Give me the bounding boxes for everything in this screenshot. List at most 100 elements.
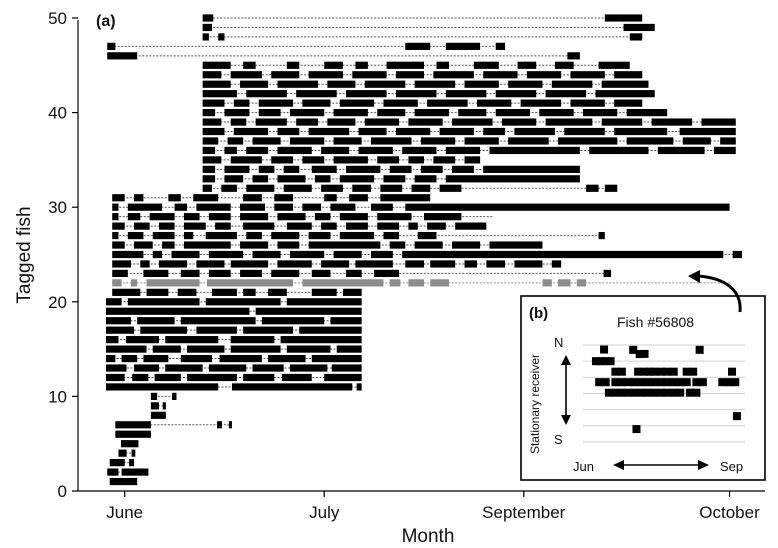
fish-row <box>202 184 618 192</box>
detection-segment <box>115 421 151 429</box>
detection-segment <box>296 118 318 126</box>
detection-segment <box>106 317 131 325</box>
detection-segment <box>183 222 206 230</box>
detection-segment <box>377 109 406 117</box>
detection-segment <box>202 14 214 22</box>
detection-segment <box>271 269 300 278</box>
detection-segment <box>389 279 401 287</box>
detection-segment <box>452 165 474 173</box>
detection-segment <box>224 165 250 173</box>
detection-segment <box>380 184 403 192</box>
detection-segment <box>324 61 343 69</box>
callout-arrowhead-icon <box>688 270 700 283</box>
panel-b-inset: (b) Fish #56808 N S Stationary receiver … <box>520 295 766 481</box>
detection-segment <box>202 80 231 88</box>
detection-segment <box>154 373 181 382</box>
detection-segment <box>489 146 580 155</box>
inset-detection-point <box>637 388 646 397</box>
inset-frame <box>520 295 766 481</box>
detection-segment <box>112 288 141 296</box>
detection-segment <box>212 288 237 296</box>
inset-arrow-left-icon <box>613 460 624 470</box>
detection-segment <box>331 364 362 372</box>
detection-segment <box>202 109 216 117</box>
detection-segment <box>346 269 362 278</box>
inset-detection-point <box>650 388 659 397</box>
detection-segment <box>134 194 144 202</box>
detection-segment <box>433 71 474 79</box>
detection-segment <box>333 250 362 259</box>
detection-segment <box>395 127 431 136</box>
detection-segment <box>324 373 362 382</box>
detection-segment <box>174 203 188 211</box>
detection-segment <box>321 146 350 155</box>
fish-row <box>107 468 149 476</box>
inset-detection-point <box>682 378 691 387</box>
detection-segment <box>196 203 231 211</box>
inset-detection-point <box>676 378 685 387</box>
detection-segment <box>121 468 149 476</box>
detection-segment <box>720 137 736 145</box>
detection-segment <box>570 71 605 79</box>
detection-segment <box>150 411 166 419</box>
detection-segment <box>614 71 643 79</box>
inset-detection-point <box>669 367 678 376</box>
detection-segment <box>202 156 222 164</box>
detection-segment <box>439 127 474 136</box>
y-tick-label: 30 <box>48 198 67 217</box>
detection-segment <box>159 222 175 230</box>
detection-segment <box>486 260 506 268</box>
detection-segment <box>208 269 231 278</box>
detection-segment <box>321 222 337 230</box>
detection-segment <box>240 269 262 278</box>
fish-row <box>107 42 506 50</box>
detection-segment <box>679 127 736 136</box>
detection-segment <box>106 326 135 334</box>
detection-segment <box>489 241 543 249</box>
detection-segment <box>445 90 487 98</box>
detection-segment <box>106 336 119 344</box>
detection-segment <box>131 449 136 457</box>
fish-row <box>112 241 543 249</box>
detection-segment <box>321 260 350 268</box>
detection-segment <box>483 71 518 79</box>
detection-segment <box>289 250 325 259</box>
detection-segment <box>701 118 736 126</box>
inset-detection-point <box>606 357 615 366</box>
fish-row <box>115 430 151 438</box>
detection-segment <box>346 90 387 98</box>
detection-segment <box>389 241 406 249</box>
detection-segment <box>311 288 337 296</box>
detection-segment <box>473 61 499 69</box>
detection-segment <box>240 203 265 211</box>
inset-arrow-right-icon <box>698 460 709 470</box>
detection-segment <box>452 241 481 249</box>
detection-segment <box>183 213 200 221</box>
detection-segment <box>554 61 574 69</box>
detection-segment <box>177 288 197 296</box>
detection-segment <box>127 298 200 306</box>
detection-segment <box>183 241 231 249</box>
detection-segment <box>495 109 530 117</box>
inset-detection-point <box>630 388 639 397</box>
detection-segment <box>408 156 424 164</box>
fish-row <box>112 260 562 268</box>
detection-segment <box>352 184 371 192</box>
fish-row <box>115 421 232 429</box>
detection-segment <box>411 184 431 192</box>
inset-detection-point <box>663 367 672 376</box>
fish-row <box>202 146 736 155</box>
detection-segment <box>377 222 400 230</box>
detection-segment <box>342 288 362 296</box>
detection-segment <box>140 260 150 268</box>
inset-detection-point <box>640 349 649 358</box>
inset-ytick-north: N <box>554 335 563 350</box>
detection-segment <box>187 345 225 353</box>
detection-segment <box>352 71 387 79</box>
x-axis-label: Month <box>402 526 455 547</box>
fish-row <box>112 194 431 202</box>
detection-segment <box>152 250 163 259</box>
detection-segment <box>134 364 159 372</box>
detection-segment <box>140 326 188 334</box>
detection-segment <box>243 326 294 334</box>
